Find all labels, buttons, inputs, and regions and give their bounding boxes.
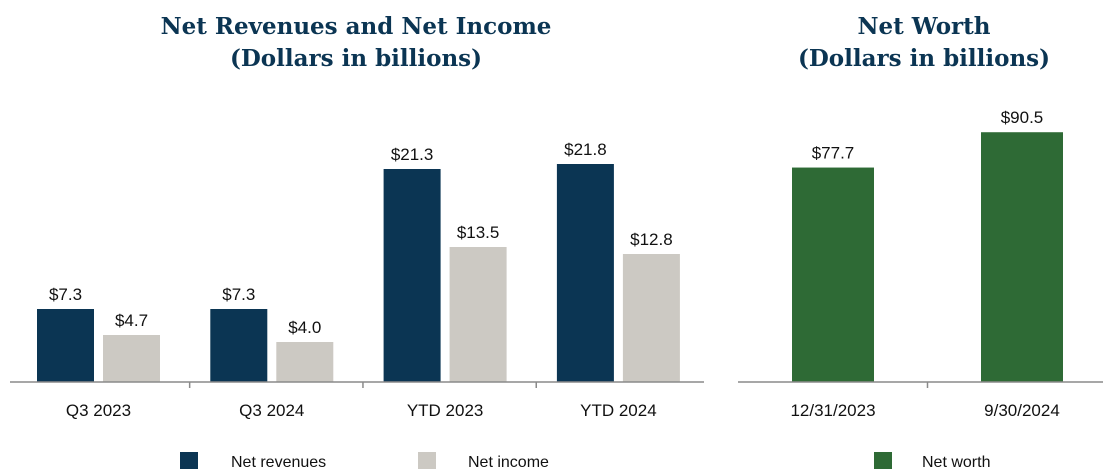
data-label-net-revenues-ytd-2023: $21.3	[391, 145, 434, 164]
x-ticks-group: Q3 2023 Q3 2024 YTD 2023 YTD 2024	[66, 382, 657, 420]
data-label-net-revenues-ytd-2024: $21.8	[564, 140, 607, 159]
legend: Net revenues Net income	[180, 452, 549, 469]
chart-subtitle: (Dollars in billions)	[230, 45, 482, 72]
chart-subtitle: (Dollars in billions)	[798, 45, 1050, 72]
x-tick-label-9-30-2024: 9/30/2024	[984, 401, 1060, 420]
data-labels-group: $77.7 $90.5	[812, 108, 1044, 162]
legend-swatch-net-revenues	[180, 452, 198, 469]
bar-net-revenues-q3-2023	[37, 309, 94, 382]
x-tick-label-12-31-2023: 12/31/2023	[790, 401, 875, 420]
data-labels-group: $7.3 $4.7 $7.3 $4.0 $21.3 $13.5 $21.8 $12.8	[49, 140, 673, 337]
bar-net-worth-9-30-2024	[981, 132, 1063, 382]
x-tick-label-ytd-2023: YTD 2023	[407, 401, 484, 420]
legend-label-net-income: Net income	[468, 454, 549, 469]
data-label-net-income-q3-2024: $4.0	[288, 318, 321, 337]
chart-title: Net Revenues and Net Income	[161, 13, 552, 40]
data-label-net-revenues-q3-2023: $7.3	[49, 285, 82, 304]
bar-net-income-ytd-2024	[622, 254, 680, 382]
x-ticks-group: 12/31/2023 9/30/2024	[790, 382, 1060, 420]
data-label-net-income-q3-2023: $4.7	[115, 311, 148, 330]
bar-net-worth-12-31-2023	[792, 167, 874, 382]
legend: Net worth	[874, 452, 990, 469]
data-label-net-revenues-q3-2024: $7.3	[222, 285, 255, 304]
data-label-net-income-ytd-2023: $13.5	[457, 223, 500, 242]
data-label-net-worth-12-31-2023: $77.7	[812, 144, 855, 163]
net-worth-chart: Net Worth (Dollars in billions) $77.7 $90…	[738, 13, 1103, 469]
bars-group	[37, 164, 680, 382]
x-tick-label-ytd-2024: YTD 2024	[580, 401, 657, 420]
bar-net-revenues-ytd-2024	[556, 164, 614, 382]
bars-group	[792, 132, 1063, 382]
legend-swatch-net-income	[418, 452, 436, 469]
bar-net-income-ytd-2023	[449, 247, 507, 382]
legend-label-net-revenues: Net revenues	[231, 454, 326, 469]
bar-net-revenues-q3-2024	[210, 309, 268, 382]
x-tick-label-q3-2023: Q3 2023	[66, 401, 131, 420]
legend-swatch-net-worth	[874, 452, 892, 469]
legend-label-net-worth: Net worth	[922, 454, 990, 469]
bar-net-income-q3-2024	[276, 342, 334, 382]
data-label-net-worth-9-30-2024: $90.5	[1001, 108, 1044, 127]
revenue-income-chart: Net Revenues and Net Income (Dollars in …	[10, 13, 704, 469]
x-tick-label-q3-2024: Q3 2024	[239, 401, 304, 420]
data-label-net-income-ytd-2024: $12.8	[630, 230, 673, 249]
chart-title: Net Worth	[857, 13, 990, 40]
bar-net-income-q3-2023	[103, 335, 160, 382]
bar-net-revenues-ytd-2023	[383, 169, 441, 382]
